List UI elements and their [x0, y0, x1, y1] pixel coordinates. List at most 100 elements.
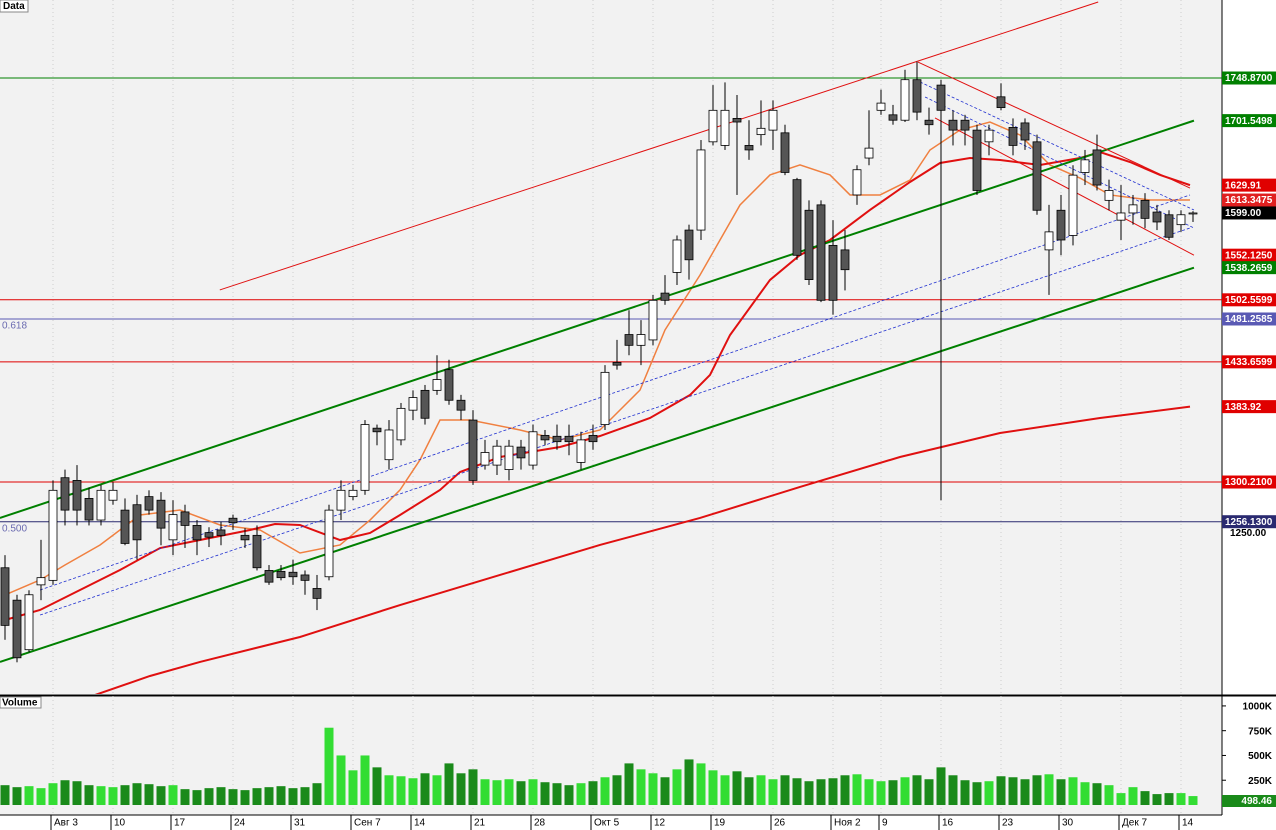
indicator-line [94, 405, 1191, 694]
x-tick-label: 10 [114, 818, 126, 829]
candle-body [1008, 127, 1018, 146]
x-tick-label: Окт 5 [594, 818, 620, 829]
candle-body [36, 577, 46, 586]
candle-body [588, 434, 598, 443]
volume-bar [468, 769, 478, 805]
volume-bar [336, 755, 346, 805]
y-tick-label: 500K [1248, 751, 1273, 762]
volume-bar [180, 789, 190, 805]
volume-bar [456, 773, 466, 805]
candle-body [972, 129, 982, 191]
volume-bar [0, 785, 10, 805]
volume-bar [624, 763, 634, 805]
candle-body [468, 419, 478, 481]
volume-bar [984, 781, 994, 805]
volume-bar [804, 781, 814, 805]
volume-bar [840, 775, 850, 805]
volume-bar [348, 770, 358, 805]
title-box [0, 696, 42, 709]
volume-tag-label: 498.46 [1241, 796, 1272, 807]
x-tick-label: 23 [1002, 818, 1014, 829]
x-tick-label: 30 [1062, 818, 1074, 829]
volume-bar [768, 779, 778, 805]
candle-body [264, 570, 274, 583]
candle-body [228, 517, 238, 524]
volume-bar [876, 781, 886, 805]
price-tag-label: 1538.2659 [1225, 263, 1273, 274]
indicator-line [219, 1, 1099, 291]
price-tag [1222, 248, 1276, 262]
volume-bar [384, 775, 394, 805]
y-tick-label: 750K [1248, 726, 1273, 737]
candle-body [0, 567, 10, 626]
candle-body [660, 292, 670, 301]
x-tick-label: 14 [414, 818, 426, 829]
volume-bar [84, 785, 94, 805]
volume-bar [900, 777, 910, 805]
price-tag [1222, 400, 1276, 414]
candle-body [708, 109, 718, 143]
candle-body [72, 480, 82, 511]
volume-bar [12, 787, 22, 805]
volume-bar [1080, 782, 1090, 805]
volume-bar [708, 770, 718, 805]
volume-bar [360, 755, 370, 805]
indicator-line [39, 227, 1191, 616]
candle-body [912, 79, 922, 113]
price-tag [1222, 515, 1276, 529]
volume-bar [1104, 785, 1114, 805]
candle-body [840, 249, 850, 271]
volume-bar [576, 783, 586, 805]
candle-body [516, 446, 526, 459]
volume-bar [996, 776, 1006, 805]
candle-body [420, 389, 430, 419]
candle-body [240, 534, 250, 541]
volume-bar [36, 788, 46, 805]
volume-bar [912, 775, 922, 805]
x-tick-label: 16 [942, 818, 954, 829]
candle-body [888, 114, 898, 121]
volume-bar [684, 759, 694, 805]
indicator-line [917, 61, 1191, 189]
fib-label: 0.618 [2, 321, 27, 332]
candle-body [744, 145, 754, 151]
candle-body [996, 96, 1006, 109]
candle-body [576, 439, 586, 463]
volume-bar [228, 789, 238, 805]
volume-bar [924, 779, 934, 805]
volume-bar [504, 779, 514, 805]
candle-body [1020, 122, 1030, 141]
volume-bar [936, 767, 946, 805]
volume-bar [60, 780, 70, 805]
title-box [0, 0, 29, 13]
candle-body [168, 514, 178, 541]
volume-bar [324, 727, 334, 805]
x-tick-label: Дек 7 [1122, 818, 1147, 829]
candle-body [720, 109, 730, 146]
candle-body [984, 129, 994, 143]
candle-body [1056, 209, 1066, 241]
y-tick-label: 1250.00 [1230, 528, 1267, 539]
volume-bar [696, 763, 706, 805]
volume-bar [1032, 775, 1042, 805]
volume-bar [756, 775, 766, 805]
volume-bar [132, 783, 142, 805]
volume-bar [120, 785, 130, 805]
candle-body [336, 489, 346, 511]
candle-body [816, 204, 826, 301]
candle-body [1116, 212, 1126, 221]
x-tick-label: 31 [294, 818, 306, 829]
indicator-line [4, 121, 1191, 596]
candle-body [108, 489, 118, 501]
price-tag [1222, 114, 1276, 128]
indicator-line [4, 150, 1191, 621]
candle-body [780, 132, 790, 173]
candle-body [1044, 231, 1054, 251]
volume-bar [48, 783, 58, 805]
candle-body [672, 239, 682, 273]
price-tag-label: 1701.5498 [1225, 116, 1273, 127]
candle-body [204, 532, 214, 538]
x-tick-label: 14 [1182, 818, 1194, 829]
candle-body [612, 362, 622, 366]
time-axis [0, 815, 1222, 830]
